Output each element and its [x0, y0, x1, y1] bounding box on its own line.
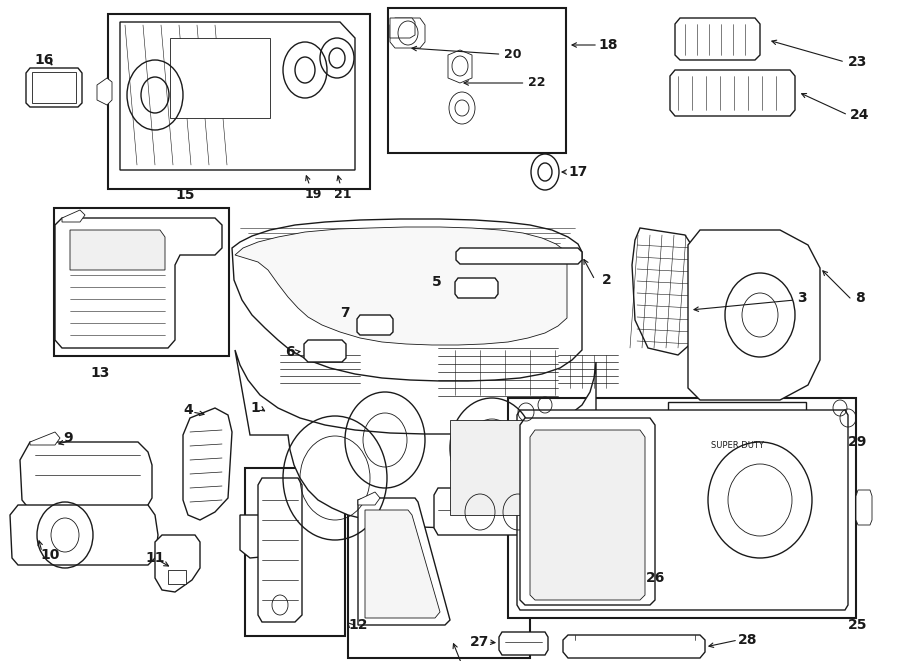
Bar — [168, 570, 186, 584]
Text: 18: 18 — [598, 38, 617, 52]
Polygon shape — [26, 68, 82, 107]
Polygon shape — [456, 248, 582, 264]
Polygon shape — [856, 490, 872, 525]
Bar — [508, 398, 856, 618]
Bar — [32, 72, 76, 103]
Polygon shape — [155, 535, 200, 592]
Polygon shape — [55, 218, 222, 348]
Bar — [170, 38, 270, 118]
Polygon shape — [530, 430, 645, 600]
Text: 28: 28 — [738, 633, 758, 647]
Text: 24: 24 — [850, 108, 869, 122]
Polygon shape — [30, 432, 60, 445]
Text: SUPER DUTY: SUPER DUTY — [711, 440, 763, 449]
Text: 6: 6 — [285, 345, 295, 359]
Text: 26: 26 — [646, 571, 666, 585]
Polygon shape — [499, 632, 548, 655]
Text: 7: 7 — [340, 306, 350, 320]
Polygon shape — [357, 315, 393, 335]
Text: 17: 17 — [568, 165, 588, 179]
Text: 20: 20 — [412, 46, 522, 61]
Polygon shape — [235, 227, 567, 345]
Polygon shape — [97, 78, 112, 105]
Text: 22: 22 — [464, 77, 545, 89]
Text: 3: 3 — [797, 291, 806, 305]
Polygon shape — [10, 505, 158, 565]
Bar — [668, 402, 806, 480]
Polygon shape — [120, 22, 355, 170]
Bar — [108, 14, 370, 189]
Text: 9: 9 — [63, 431, 73, 445]
Text: 12: 12 — [348, 618, 368, 632]
Polygon shape — [304, 340, 346, 362]
Polygon shape — [632, 228, 700, 355]
Bar — [450, 420, 575, 515]
Polygon shape — [358, 492, 380, 505]
Polygon shape — [240, 515, 290, 558]
Text: 2: 2 — [602, 273, 612, 287]
Polygon shape — [563, 635, 705, 658]
Text: 27: 27 — [471, 635, 490, 649]
Polygon shape — [70, 230, 165, 270]
Text: 4: 4 — [183, 403, 193, 417]
Text: 10: 10 — [40, 548, 59, 562]
Polygon shape — [232, 219, 582, 381]
Polygon shape — [183, 408, 232, 520]
Polygon shape — [62, 210, 85, 222]
Polygon shape — [358, 498, 450, 625]
Text: 15: 15 — [176, 188, 194, 202]
Polygon shape — [670, 70, 795, 116]
Polygon shape — [235, 350, 596, 528]
Polygon shape — [365, 510, 440, 618]
Polygon shape — [517, 410, 848, 610]
Text: 1: 1 — [250, 401, 260, 415]
Bar — [54, 208, 229, 356]
Polygon shape — [688, 230, 820, 400]
Text: 11: 11 — [145, 551, 165, 565]
Text: 19: 19 — [304, 176, 321, 202]
Polygon shape — [595, 515, 645, 562]
Polygon shape — [434, 488, 562, 535]
Bar — [388, 8, 566, 153]
Polygon shape — [390, 18, 425, 48]
Bar — [348, 490, 530, 658]
Polygon shape — [20, 442, 152, 510]
Polygon shape — [520, 418, 655, 605]
Polygon shape — [448, 50, 472, 83]
Text: 13: 13 — [90, 366, 110, 380]
Text: 21: 21 — [334, 176, 352, 202]
Polygon shape — [390, 18, 415, 38]
Polygon shape — [258, 478, 302, 622]
Text: 16: 16 — [34, 53, 54, 67]
Text: 5: 5 — [432, 275, 442, 289]
Polygon shape — [675, 18, 760, 60]
Text: 8: 8 — [855, 291, 865, 305]
Text: 29: 29 — [849, 435, 868, 449]
Text: 23: 23 — [849, 55, 868, 69]
Polygon shape — [455, 278, 498, 298]
Bar — [245, 468, 345, 636]
Text: 25: 25 — [848, 618, 868, 632]
